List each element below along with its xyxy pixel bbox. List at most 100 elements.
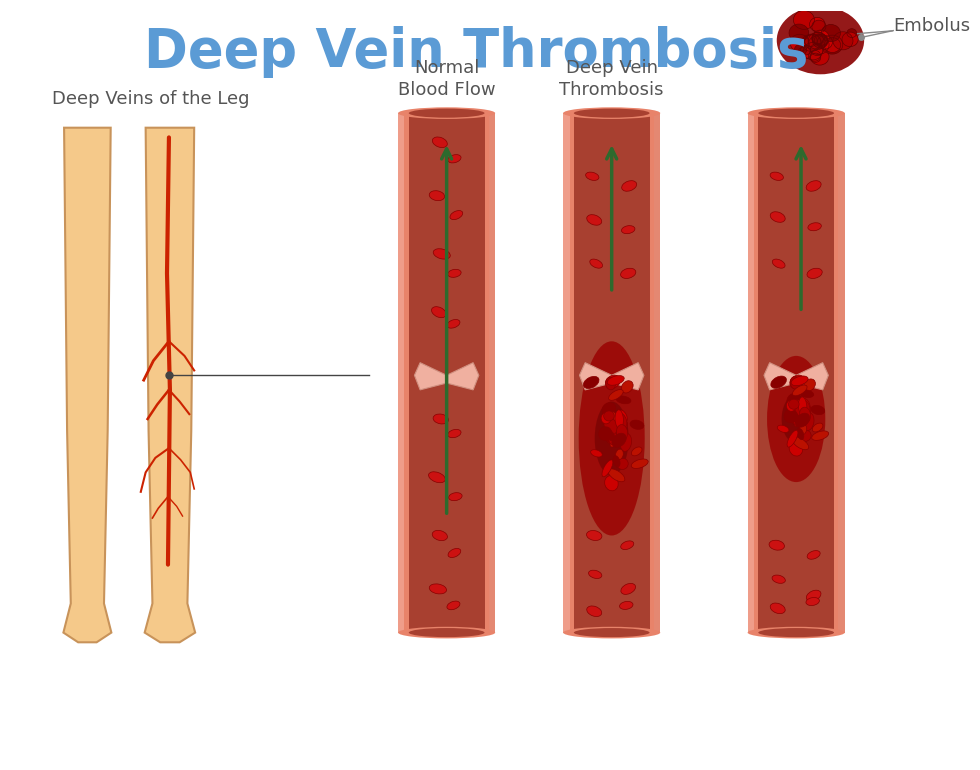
Ellipse shape [808,35,829,55]
Ellipse shape [599,427,612,440]
Ellipse shape [574,628,650,637]
Polygon shape [564,113,569,633]
Ellipse shape [602,460,612,477]
Ellipse shape [806,598,819,605]
Ellipse shape [799,405,810,416]
Ellipse shape [621,181,637,191]
Ellipse shape [621,584,636,594]
Ellipse shape [804,42,822,60]
Ellipse shape [793,410,801,426]
Ellipse shape [812,30,829,45]
Ellipse shape [811,431,829,440]
Ellipse shape [777,6,864,74]
Ellipse shape [589,571,602,578]
Ellipse shape [564,627,661,638]
Ellipse shape [821,25,841,42]
Ellipse shape [630,420,644,430]
Ellipse shape [616,424,627,440]
Ellipse shape [447,320,460,328]
Ellipse shape [807,268,822,279]
Ellipse shape [792,400,802,410]
Ellipse shape [799,397,807,416]
Ellipse shape [814,35,828,46]
Ellipse shape [770,603,785,614]
Ellipse shape [799,424,807,435]
Ellipse shape [797,428,804,440]
Ellipse shape [772,575,785,584]
Polygon shape [579,363,612,390]
Ellipse shape [772,259,785,268]
Ellipse shape [847,28,857,38]
Polygon shape [409,113,484,633]
Ellipse shape [800,430,811,441]
Ellipse shape [748,107,845,119]
Ellipse shape [799,390,813,397]
Ellipse shape [433,414,449,424]
Ellipse shape [615,410,623,429]
Ellipse shape [578,341,645,535]
Ellipse shape [805,35,817,46]
Ellipse shape [448,270,462,277]
Ellipse shape [448,548,461,557]
Ellipse shape [587,606,602,617]
Ellipse shape [564,107,661,119]
Ellipse shape [805,35,821,49]
Ellipse shape [586,531,602,541]
Ellipse shape [787,393,801,406]
Ellipse shape [770,212,785,223]
Ellipse shape [602,403,615,415]
Ellipse shape [613,456,620,467]
Ellipse shape [770,172,783,180]
Ellipse shape [790,375,805,388]
Ellipse shape [618,410,627,422]
Ellipse shape [606,431,617,443]
Ellipse shape [808,50,820,61]
Ellipse shape [802,398,810,410]
Ellipse shape [620,268,636,279]
Polygon shape [398,113,405,633]
Ellipse shape [609,429,616,445]
Ellipse shape [409,628,484,637]
Ellipse shape [804,379,815,391]
Ellipse shape [787,430,798,447]
Ellipse shape [429,584,447,594]
Text: Deep Vein Thrombosis: Deep Vein Thrombosis [144,26,808,78]
Polygon shape [489,113,495,633]
Polygon shape [654,113,661,633]
Ellipse shape [842,32,858,47]
Ellipse shape [807,181,821,191]
Ellipse shape [431,306,446,318]
Ellipse shape [821,35,843,54]
Ellipse shape [833,32,853,50]
Ellipse shape [429,191,445,201]
Ellipse shape [574,109,650,118]
Ellipse shape [810,53,820,62]
Text: Normal
Blood Flow: Normal Blood Flow [398,59,496,99]
Ellipse shape [748,627,845,638]
Ellipse shape [398,627,495,638]
Ellipse shape [447,601,460,610]
Ellipse shape [612,434,626,447]
Ellipse shape [793,385,808,396]
Ellipse shape [601,413,612,424]
Ellipse shape [799,400,809,416]
Ellipse shape [619,601,633,609]
Ellipse shape [790,411,800,423]
Ellipse shape [615,420,627,430]
Ellipse shape [782,395,810,444]
Ellipse shape [432,531,448,541]
Ellipse shape [789,441,803,456]
Ellipse shape [817,35,832,49]
Ellipse shape [587,215,602,225]
Ellipse shape [432,137,447,148]
Ellipse shape [448,155,461,163]
Polygon shape [64,128,112,642]
Polygon shape [764,363,796,390]
Ellipse shape [812,34,828,48]
Polygon shape [415,363,447,390]
Ellipse shape [631,447,642,456]
Ellipse shape [824,38,841,52]
Ellipse shape [428,472,445,483]
Ellipse shape [812,34,823,44]
Ellipse shape [591,450,603,457]
